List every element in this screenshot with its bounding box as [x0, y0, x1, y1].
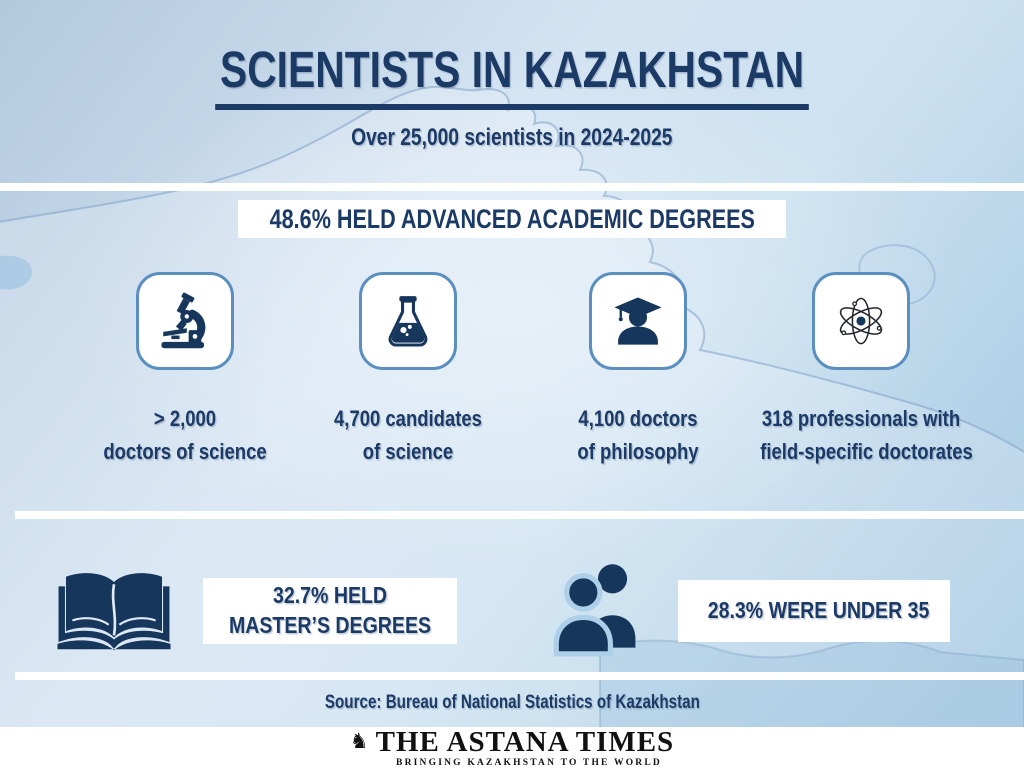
- banner-row: 48.6% HELD ADVANCED ACADEMIC DEGREES: [0, 200, 1024, 238]
- flask-tile: [359, 272, 457, 370]
- stat-label: 4,700 candidates of science: [288, 402, 528, 468]
- masters-degrees-box: 32.7% HELD MASTER’S DEGREES: [203, 578, 457, 644]
- page-title: SCIENTISTS IN KAZAKHSTAN: [215, 41, 809, 110]
- stat-label: 318 professionals with field-specific do…: [741, 402, 981, 468]
- stat-doctors-of-philosophy: 4,100 doctors of philosophy: [518, 272, 758, 468]
- open-book-icon: [55, 565, 173, 661]
- stat-field-specific-doctorates: 318 professionals with field-specific do…: [741, 272, 981, 468]
- brand-row: ♞ THE ASTANA TIMES: [349, 725, 675, 758]
- stat-value: 4,700 candidates: [334, 406, 482, 431]
- atom-tile: [812, 272, 910, 370]
- stat-candidates-of-science: 4,700 candidates of science: [288, 272, 528, 468]
- stat-value: 4,100 doctors: [578, 406, 698, 431]
- stat-label: > 2,000 doctors of science: [65, 402, 305, 468]
- stat-doctors-of-science: > 2,000 doctors of science: [65, 272, 305, 468]
- footer-bar: ♞ THE ASTANA TIMES BRINGING KAZAKHSTAN T…: [0, 727, 1024, 768]
- people-svg: [553, 564, 636, 657]
- stat-value: > 2,000: [153, 406, 217, 431]
- divider-top: [0, 183, 1024, 191]
- stat-label: 4,100 doctors of philosophy: [518, 402, 758, 468]
- graduate-tile: [589, 272, 687, 370]
- stat-caption: of science: [362, 439, 454, 464]
- header: SCIENTISTS IN KAZAKHSTAN: [0, 40, 1024, 110]
- flask-icon: [388, 296, 428, 347]
- stat-caption: of philosophy: [577, 439, 699, 464]
- advanced-degrees-banner: 48.6% HELD ADVANCED ACADEMIC DEGREES: [238, 200, 786, 238]
- divider-middle: [15, 511, 1024, 519]
- stat-value: 318 professionals with: [761, 406, 961, 431]
- graduate-icon: [614, 297, 662, 345]
- source-text: Source: Bureau of National Statistics of…: [324, 692, 700, 713]
- advanced-degrees-text: 48.6% HELD ADVANCED ACADEMIC DEGREES: [269, 203, 755, 234]
- open-book-svg: [57, 573, 171, 651]
- masters-degrees-text: 32.7% HELD MASTER’S DEGREES: [228, 582, 432, 638]
- microscope-icon: [161, 292, 206, 349]
- stat-caption: doctors of science: [103, 439, 267, 464]
- under-35-box: 28.3% WERE UNDER 35: [678, 580, 950, 642]
- under-35-text: 28.3% WERE UNDER 35: [707, 597, 930, 624]
- brand-name: THE ASTANA TIMES: [375, 725, 675, 758]
- stat-caption: field-specific doctorates: [760, 439, 973, 464]
- subtitle-row: Over 25,000 scientists in 2024-2025: [0, 124, 1024, 152]
- microscope-tile: [136, 272, 234, 370]
- people-icon: [550, 558, 650, 658]
- astana-times-emblem-icon: ♞: [349, 729, 369, 753]
- divider-bottom: [15, 672, 1024, 680]
- source-row: Source: Bureau of National Statistics of…: [0, 692, 1024, 714]
- brand-tagline: BRINGING KAZAKHSTAN TO THE WORLD: [396, 757, 662, 768]
- atom-icon: [839, 297, 883, 345]
- page-subtitle: Over 25,000 scientists in 2024-2025: [351, 124, 673, 151]
